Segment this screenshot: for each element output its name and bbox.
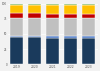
Bar <box>64 5 77 14</box>
Bar <box>82 14 95 18</box>
Bar <box>28 5 41 13</box>
Bar <box>64 14 77 18</box>
Bar <box>28 13 41 18</box>
Bar <box>10 5 23 13</box>
Bar <box>28 4 41 5</box>
Bar <box>46 36 59 38</box>
Bar <box>82 18 95 36</box>
Bar <box>46 4 59 5</box>
Bar <box>64 36 77 38</box>
Bar <box>46 18 59 36</box>
Bar <box>10 37 23 64</box>
Bar <box>64 4 77 5</box>
Bar <box>46 5 59 14</box>
Bar <box>10 18 23 36</box>
Bar <box>82 38 95 64</box>
Bar <box>82 4 95 5</box>
Bar <box>64 18 77 36</box>
Bar <box>28 18 41 36</box>
Bar <box>10 36 23 37</box>
Bar <box>64 38 77 64</box>
Bar <box>28 36 41 37</box>
Bar <box>46 38 59 64</box>
Bar <box>10 13 23 18</box>
Bar <box>46 14 59 18</box>
Bar <box>28 37 41 64</box>
Bar <box>10 4 23 5</box>
Bar <box>82 36 95 38</box>
Bar <box>82 5 95 14</box>
